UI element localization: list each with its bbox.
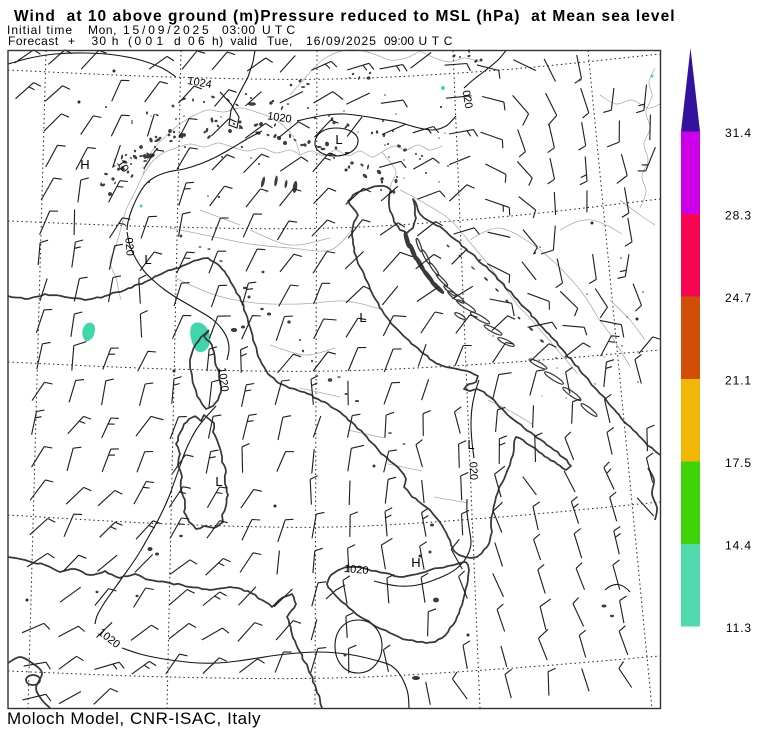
svg-text:020: 020: [122, 237, 136, 256]
svg-text:L: L: [144, 252, 151, 267]
svg-text:1020: 1020: [96, 626, 123, 651]
svg-text:H: H: [411, 555, 420, 570]
svg-text:L: L: [335, 132, 342, 147]
svg-text:020: 020: [459, 89, 474, 109]
svg-text:31.4: 31.4: [725, 126, 752, 140]
svg-text:1020: 1020: [266, 110, 292, 125]
svg-text:L: L: [215, 474, 222, 489]
svg-text:28.3: 28.3: [725, 209, 752, 223]
svg-text:020: 020: [467, 462, 480, 481]
svg-text:L: L: [467, 437, 474, 452]
svg-text:17.5: 17.5: [725, 456, 752, 470]
svg-text:L: L: [359, 310, 366, 325]
svg-text:24.7: 24.7: [725, 291, 752, 305]
svg-text:14.4: 14.4: [725, 539, 752, 553]
svg-text:10: 10: [114, 158, 131, 175]
svg-text:21.1: 21.1: [725, 374, 752, 388]
svg-text:1020: 1020: [344, 563, 369, 577]
svg-text:11.3: 11.3: [726, 621, 752, 635]
svg-text:1020: 1020: [216, 367, 231, 393]
svg-text:H: H: [80, 157, 89, 172]
svg-text:1024: 1024: [186, 75, 212, 91]
